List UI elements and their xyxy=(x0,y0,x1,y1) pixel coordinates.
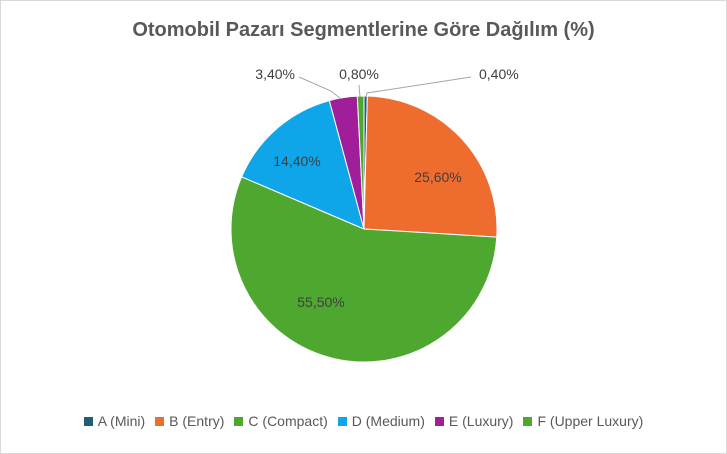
data-label-3: 55,50% xyxy=(297,294,344,310)
legend-label: E (Luxury) xyxy=(448,413,514,429)
data-label-1: 0,40% xyxy=(479,66,519,82)
legend-item-5: E (Luxury) xyxy=(434,413,514,429)
data-label-6: 0,80% xyxy=(339,66,379,82)
leader-line-1 xyxy=(365,76,472,98)
legend-item-2: B (Entry) xyxy=(155,413,224,429)
legend-swatch xyxy=(337,416,347,426)
pie-slice-4 xyxy=(241,99,365,230)
legend-item-1: A (Mini) xyxy=(83,413,146,429)
legend-item-6: F (Upper Luxury) xyxy=(523,413,643,429)
legend-item-3: C (Compact) xyxy=(234,413,328,429)
legend-swatch xyxy=(234,416,244,426)
data-label-2: 25,60% xyxy=(414,169,461,185)
legend-item-4: D (Medium) xyxy=(337,413,425,429)
legend-swatch xyxy=(434,416,444,426)
legend-label: C (Compact) xyxy=(248,413,328,429)
leader-line-6 xyxy=(358,84,361,98)
legend-swatch xyxy=(155,416,165,426)
legend: A (Mini) B (Entry) C (Compact) D (Medium) E … xyxy=(1,413,726,429)
legend-label: B (Entry) xyxy=(169,413,225,429)
leader-line-5 xyxy=(298,76,342,100)
pie-slice-3 xyxy=(230,176,498,363)
legend-swatch xyxy=(83,416,93,426)
pie-slice-6 xyxy=(356,95,365,230)
chart-title: Otomobil Pazarı Segmentlerine Göre Dağıl… xyxy=(132,19,595,41)
data-label-4: 14,40% xyxy=(273,153,320,169)
data-label-5: 3,40% xyxy=(255,66,295,82)
legend-label: A (Mini) xyxy=(97,413,146,429)
legend-swatch xyxy=(523,416,533,426)
pie-slice-2 xyxy=(363,95,498,238)
legend-label: D (Medium) xyxy=(351,413,425,429)
legend-label: F (Upper Luxury) xyxy=(537,413,644,429)
